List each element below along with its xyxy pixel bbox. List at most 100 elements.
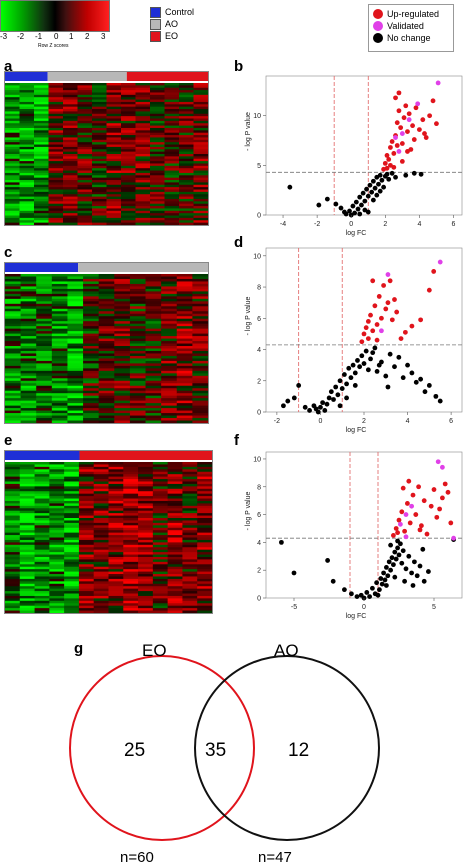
point-no-change (385, 384, 391, 390)
point-no-change (320, 400, 326, 406)
point-no-change (377, 587, 382, 593)
plot-frame (265, 451, 463, 599)
point-no-change (344, 381, 349, 387)
point-no-change (350, 203, 356, 209)
point-no-change (347, 208, 352, 214)
point-validated (415, 101, 421, 107)
point-up-regulated (401, 115, 407, 121)
legend-label: EO (165, 31, 179, 41)
point-up-regulated (410, 123, 415, 129)
point-validated (440, 464, 445, 470)
point-no-change (372, 345, 378, 351)
point-no-change (318, 404, 323, 410)
volcano-legend: Up-regulated Validated No change (368, 4, 454, 52)
point-no-change (370, 178, 376, 184)
point-no-change (421, 578, 427, 584)
point-no-change (365, 193, 371, 199)
point-no-change (409, 570, 414, 576)
point-no-change (391, 562, 396, 568)
point-up-regulated (382, 160, 388, 166)
point-no-change (393, 174, 398, 180)
point-no-change (359, 353, 365, 359)
legend-item-ao: AO (150, 18, 194, 30)
venn-count-ao-only: 12 (288, 740, 309, 761)
point-validated (396, 149, 402, 154)
group-bar-control (5, 451, 80, 460)
point-no-change (379, 177, 385, 183)
group-bar-control (5, 72, 48, 81)
group-legend: Control AO EO (150, 6, 194, 42)
point-no-change (433, 393, 439, 399)
x-tick-label: -2 (314, 221, 320, 228)
y-tick-label: 6 (257, 512, 261, 519)
point-no-change (411, 170, 417, 176)
color-key-ticks: -3 -2 -1 0 1 2 3 (0, 32, 112, 42)
point-up-regulated (405, 501, 410, 506)
x-tick-label: 2 (362, 418, 366, 425)
point-no-change (339, 386, 345, 391)
y-tick-label: 0 (257, 410, 261, 417)
point-no-change (368, 356, 373, 362)
point-no-change (359, 202, 364, 208)
point-no-change (393, 556, 399, 562)
venn-count-eo-only: 25 (124, 740, 145, 761)
point-no-change (343, 211, 349, 217)
point-up-regulated (406, 111, 412, 117)
legend-item-validated: Validated (373, 20, 449, 32)
point-no-change (352, 210, 358, 216)
point-up-regulated (419, 523, 424, 529)
point-up-regulated (413, 512, 419, 517)
volcano-plot-f: -5 0 5 0 2 4 6 8 10 log FC - log P value (245, 451, 463, 620)
point-up-regulated (405, 149, 410, 154)
point-validated (435, 80, 441, 86)
validated-dot (373, 21, 383, 31)
point-no-change (417, 563, 423, 569)
point-no-change (376, 362, 382, 368)
point-up-regulated (428, 503, 434, 509)
point-no-change (291, 395, 297, 401)
color-key: -3 -2 -1 0 1 2 3 Row Z scores (0, 0, 112, 54)
legend-item-nochange: No change (373, 32, 449, 44)
point-up-regulated (391, 164, 397, 170)
point-no-change (386, 176, 392, 182)
point-no-change (364, 590, 370, 595)
point-no-change (406, 553, 412, 559)
point-up-regulated (423, 135, 429, 140)
color-key-tick: 1 (69, 32, 74, 41)
point-no-change (369, 189, 375, 195)
upregulated-dot (373, 9, 383, 19)
point-no-change (374, 368, 380, 374)
y-axis-label: - log P value (245, 112, 252, 151)
color-key-tick: -1 (35, 32, 43, 41)
point-no-change (437, 398, 443, 404)
y-axis-label: - log P value (245, 492, 252, 531)
point-no-change (426, 569, 431, 574)
point-no-change (426, 383, 432, 388)
point-no-change (348, 375, 354, 381)
point-up-regulated (440, 495, 445, 501)
point-up-regulated (374, 322, 380, 327)
point-up-regulated (374, 337, 380, 343)
point-no-change (392, 574, 398, 580)
point-up-regulated (387, 278, 393, 284)
point-no-change (316, 202, 322, 208)
point-no-change (296, 383, 302, 388)
point-no-change (420, 546, 426, 552)
point-no-change (333, 201, 339, 207)
point-up-regulated (417, 527, 423, 533)
point-up-regulated (445, 489, 451, 495)
point-no-change (386, 559, 392, 565)
point-up-regulated (394, 143, 400, 148)
point-no-change (383, 373, 389, 379)
point-up-regulated (394, 309, 400, 315)
point-no-change (413, 379, 419, 385)
point-up-regulated (418, 317, 424, 323)
point-up-regulated (396, 90, 402, 96)
y-tick-label: 4 (257, 347, 261, 354)
point-no-change (315, 409, 321, 415)
point-no-change (342, 372, 347, 377)
y-tick-label: 6 (257, 316, 261, 323)
panel-label-c: c (4, 244, 13, 261)
point-no-change (396, 354, 402, 360)
point-no-change (403, 172, 409, 178)
